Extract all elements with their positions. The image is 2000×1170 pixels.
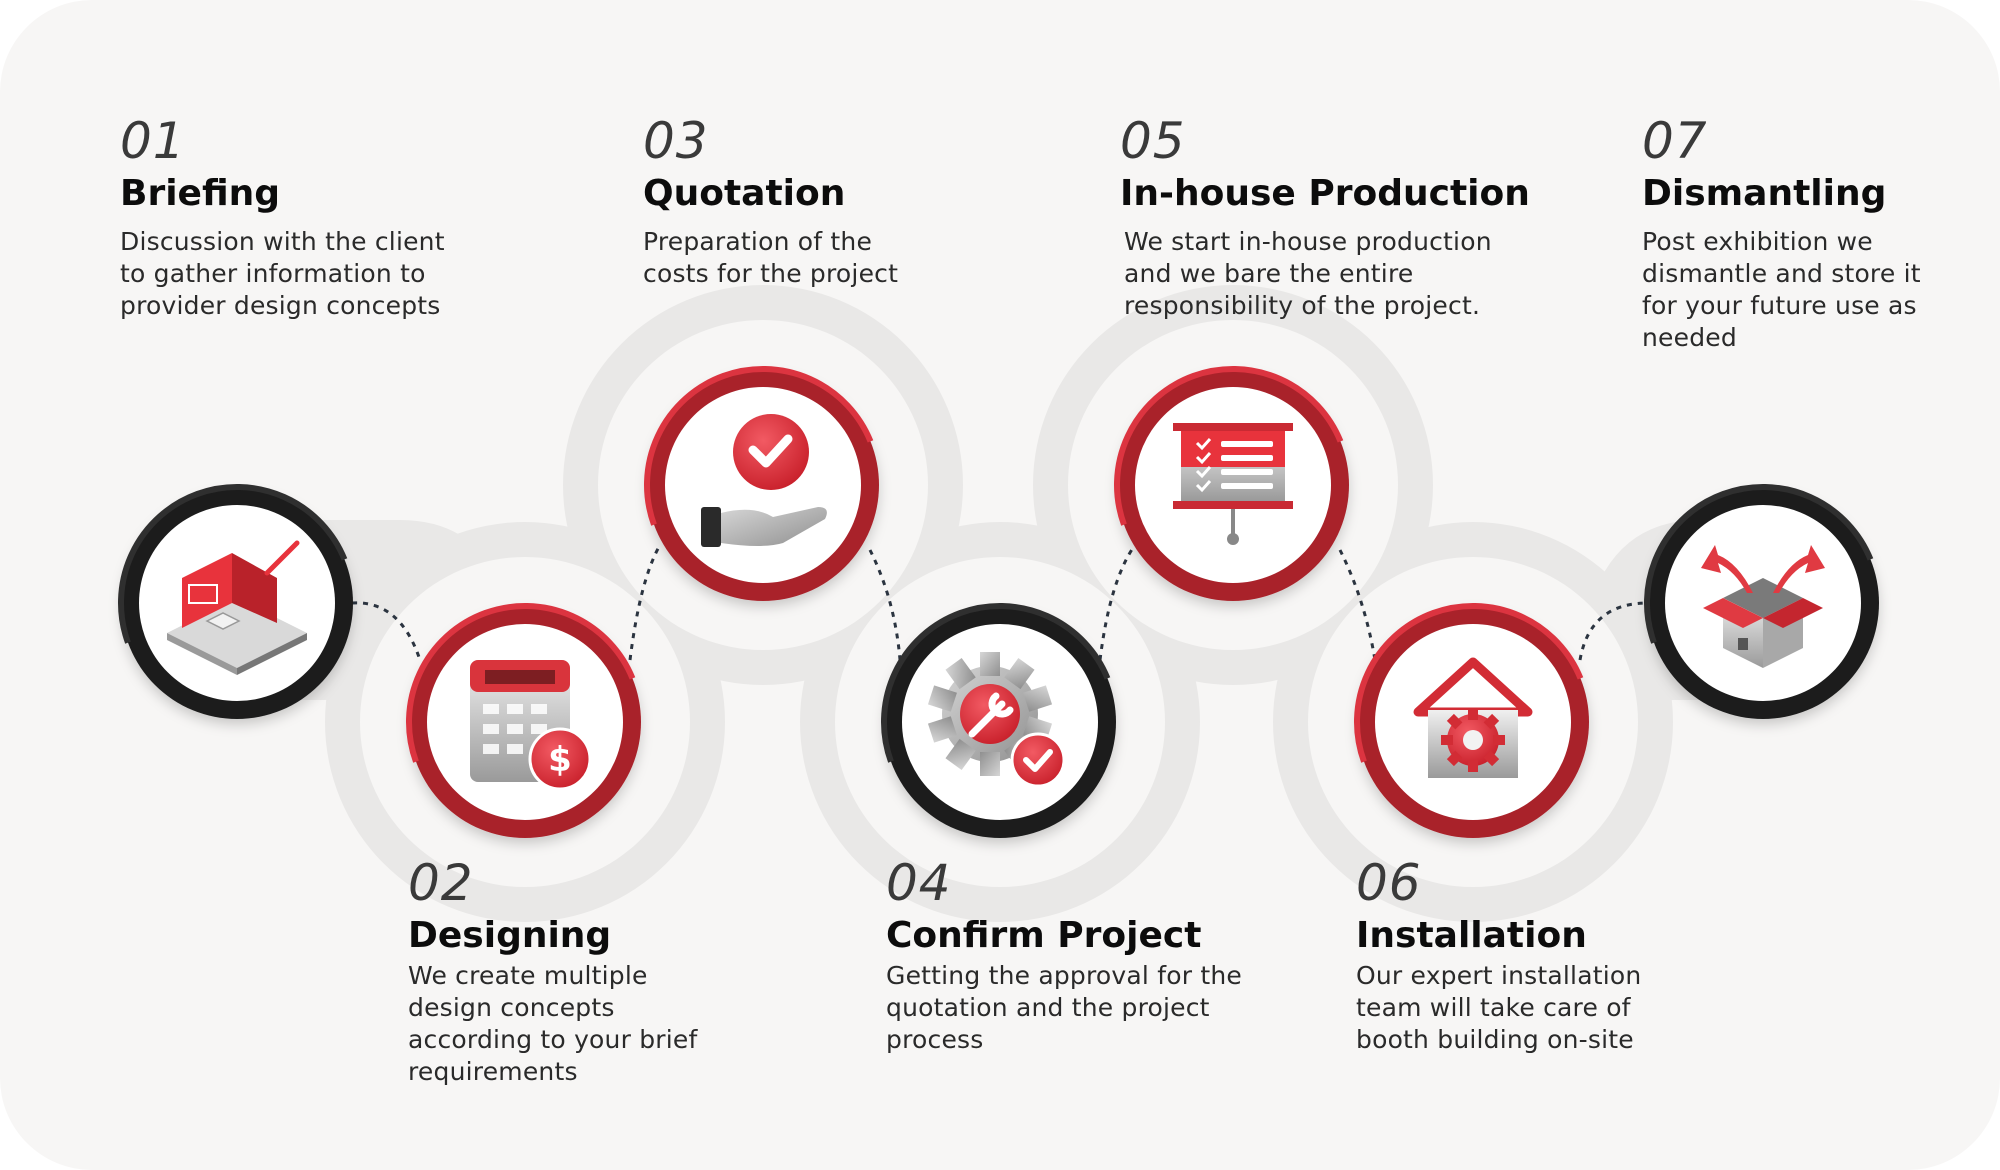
connector-5-6 (1338, 549, 1377, 661)
step-description: Preparation of the costs for the project (643, 227, 899, 288)
step-04-text: 04 Confirm Project Getting the approval … (886, 854, 1256, 1056)
step-title: Dismantling (1642, 173, 1887, 214)
hand-heart-icon (701, 414, 827, 547)
presentation-board-icon (1173, 423, 1293, 545)
step-01-circle (118, 484, 356, 722)
step-number: 06 (1356, 854, 1422, 912)
step-01-text: 01 Briefing Discussion with the client t… (120, 112, 460, 322)
connector-6-7 (1578, 601, 1649, 661)
connector-3-4 (868, 549, 902, 661)
step-05-text: 05 In-house Production We start in-house… (1120, 112, 1530, 322)
step-03-text: 03 Quotation Preparation of the costs fo… (643, 112, 903, 290)
step-title: In-house Production (1120, 173, 1530, 214)
step-number: 05 (1120, 112, 1186, 170)
step-number: 07 (1642, 112, 1708, 170)
step-title: Quotation (643, 173, 846, 214)
step-07-circle (1644, 484, 1882, 722)
step-06-circle (1354, 603, 1592, 841)
step-number: 04 (886, 854, 952, 912)
svg-text:$: $ (548, 740, 572, 780)
connector-1-2 (351, 601, 422, 661)
step-03-circle (644, 366, 882, 604)
step-description: Discussion with the client to gather inf… (120, 227, 445, 320)
step-number: 02 (408, 854, 474, 912)
step-05-circle (1114, 366, 1352, 604)
step-title: Confirm Project (886, 915, 1202, 956)
booth-design-icon (167, 540, 307, 675)
step-06-text: 06 Installation Our expert installation … (1356, 854, 1656, 1056)
step-title: Briefing (120, 173, 281, 214)
calculator-dollar-icon: $ (470, 660, 592, 791)
step-02-circle: $ (406, 603, 644, 841)
step-description: We start in-house production and we bare… (1124, 227, 1492, 320)
connector-2-3 (628, 544, 662, 661)
connector-4-5 (1098, 544, 1137, 661)
step-number: 01 (120, 112, 186, 170)
step-description: Our expert installation team will take c… (1356, 961, 1642, 1054)
open-box-arrows-icon (1701, 545, 1825, 668)
house-gear-icon (1413, 657, 1533, 778)
step-description: We create multiple design concepts accor… (408, 961, 698, 1086)
gear-wrench-check-icon (927, 652, 1066, 788)
step-title: Designing (408, 915, 612, 956)
step-title: Installation (1356, 915, 1587, 956)
step-description: Post exhibition we dismantle and store i… (1642, 227, 1921, 352)
connectors (351, 544, 1649, 661)
step-02-text: 02 Designing We create multiple design c… (408, 854, 728, 1088)
step-number: 03 (643, 112, 709, 170)
step-description: Getting the approval for the quotation a… (886, 961, 1242, 1054)
step-04-circle (881, 603, 1119, 841)
step-07-text: 07 Dismantling Post exhibition we disman… (1642, 112, 1942, 354)
